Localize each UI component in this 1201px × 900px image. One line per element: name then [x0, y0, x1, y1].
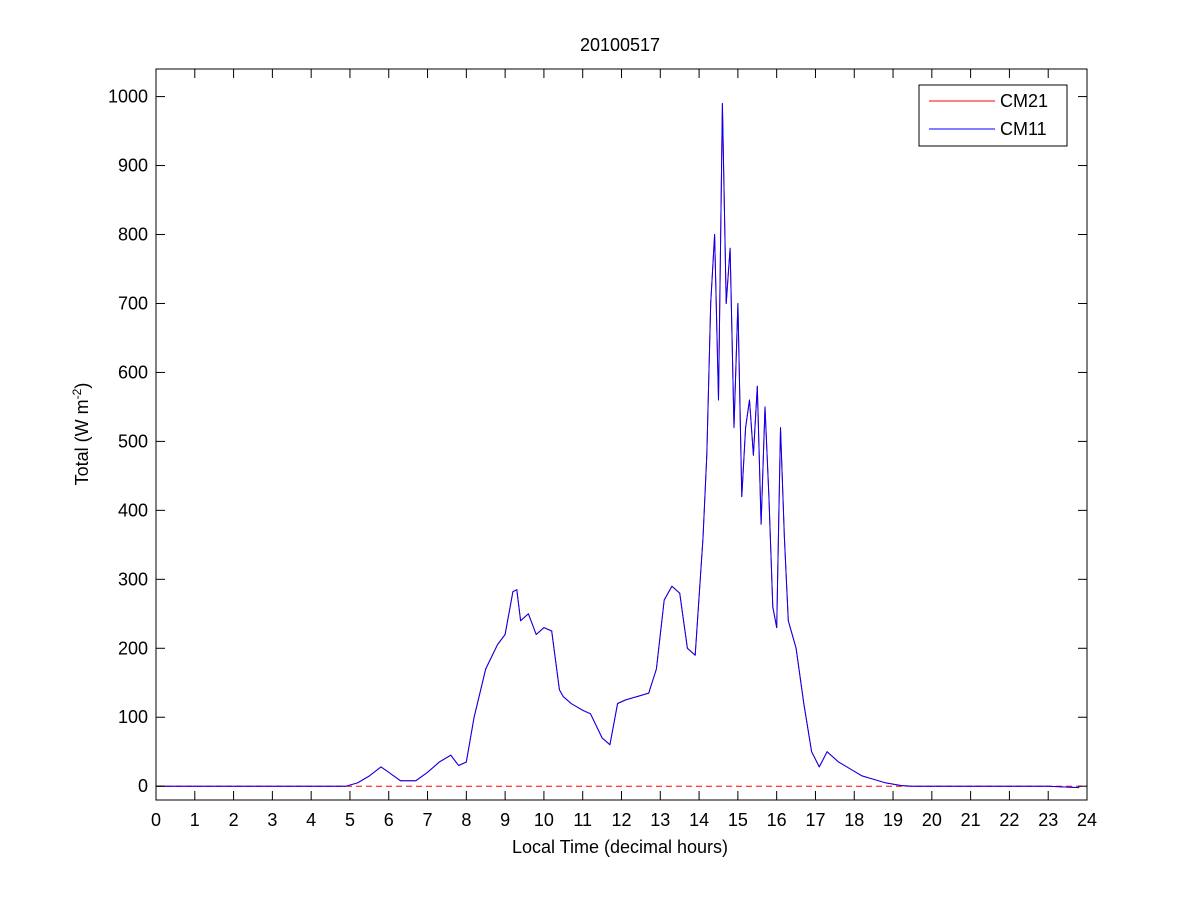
x-tick-label: 9 [500, 810, 510, 830]
y-axis: 0 100 200 300 400 500 600 700 800 900 1000 [108, 87, 1087, 796]
x-tick-label: 19 [883, 810, 903, 830]
y-tick-label: 500 [118, 431, 148, 451]
x-tick-label: 2 [229, 810, 239, 830]
x-tick-label: 8 [461, 810, 471, 830]
y-tick-label: 100 [118, 707, 148, 727]
y-tick-label: 400 [118, 500, 148, 520]
x-tick-label: 7 [423, 810, 433, 830]
series-line-cm21 [156, 103, 1080, 789]
x-tick-label: 4 [306, 810, 316, 830]
x-tick-label: 3 [267, 810, 277, 830]
x-tick-label: 12 [611, 810, 631, 830]
plot-area-frame [155, 68, 1088, 801]
chart-title: 20100517 [580, 35, 660, 55]
x-tick-label: 14 [689, 810, 709, 830]
series-line-cm11 [156, 103, 1080, 789]
y-tick-label: 0 [138, 776, 148, 796]
x-tick-label: 6 [384, 810, 394, 830]
y-axis-label-superscript: -2 [70, 388, 84, 399]
legend-label-cm21: CM21 [1000, 91, 1048, 111]
legend: CM21 CM11 [918, 84, 1068, 147]
x-axis-label: Local Time (decimal hours) [512, 837, 728, 857]
y-tick-label: 900 [118, 156, 148, 176]
x-tick-label: 11 [573, 810, 592, 830]
legend-box [918, 84, 1068, 147]
x-tick-label: 0 [151, 810, 161, 830]
y-tick-label: 800 [118, 225, 148, 245]
series-layer [156, 103, 1087, 789]
x-tick-label: 16 [767, 810, 787, 830]
x-tick-label: 13 [650, 810, 670, 830]
x-tick-label: 20 [922, 810, 942, 830]
y-tick-label: 1000 [108, 87, 148, 107]
y-axis-label: Total (W m-2) [70, 383, 92, 486]
y-axis-label-main: Total (W m [72, 399, 92, 485]
y-axis-label-close: ) [72, 383, 92, 389]
x-tick-label: 18 [844, 810, 864, 830]
y-tick-label: 300 [118, 569, 148, 589]
legend-label-cm11: CM11 [1000, 119, 1047, 139]
x-tick-label: 21 [961, 810, 981, 830]
x-tick-label: 22 [999, 810, 1019, 830]
x-tick-label: 24 [1077, 810, 1097, 830]
y-tick-label: 700 [118, 293, 148, 313]
x-tick-label: 10 [534, 810, 554, 830]
x-tick-label: 15 [728, 810, 748, 830]
x-tick-label: 17 [805, 810, 825, 830]
x-tick-label: 23 [1038, 810, 1058, 830]
x-tick-label: 1 [190, 810, 200, 830]
x-axis: 0 1 2 3 4 5 6 7 8 9 10 11 12 13 14 15 16 17 18 19 20 21 22 23 24 [151, 69, 1097, 830]
y-tick-label: 200 [118, 638, 148, 658]
y-tick-label: 600 [118, 362, 148, 382]
x-tick-label: 5 [345, 810, 355, 830]
